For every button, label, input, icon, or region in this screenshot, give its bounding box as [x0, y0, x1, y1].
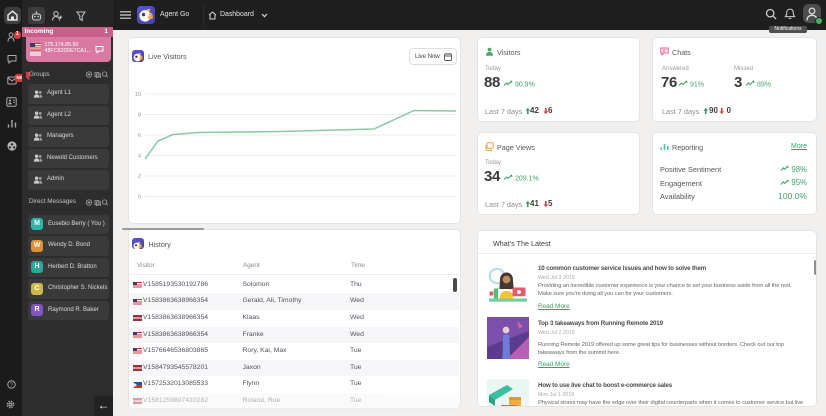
svg-text:0: 0: [138, 195, 141, 201]
svg-text:6: 6: [138, 133, 141, 139]
svg-text:?: ?: [9, 382, 12, 388]
svg-text:10: 10: [135, 92, 141, 98]
svg-text:4: 4: [138, 154, 141, 160]
svg-text:8: 8: [138, 113, 141, 119]
svg-text:2: 2: [138, 174, 141, 180]
